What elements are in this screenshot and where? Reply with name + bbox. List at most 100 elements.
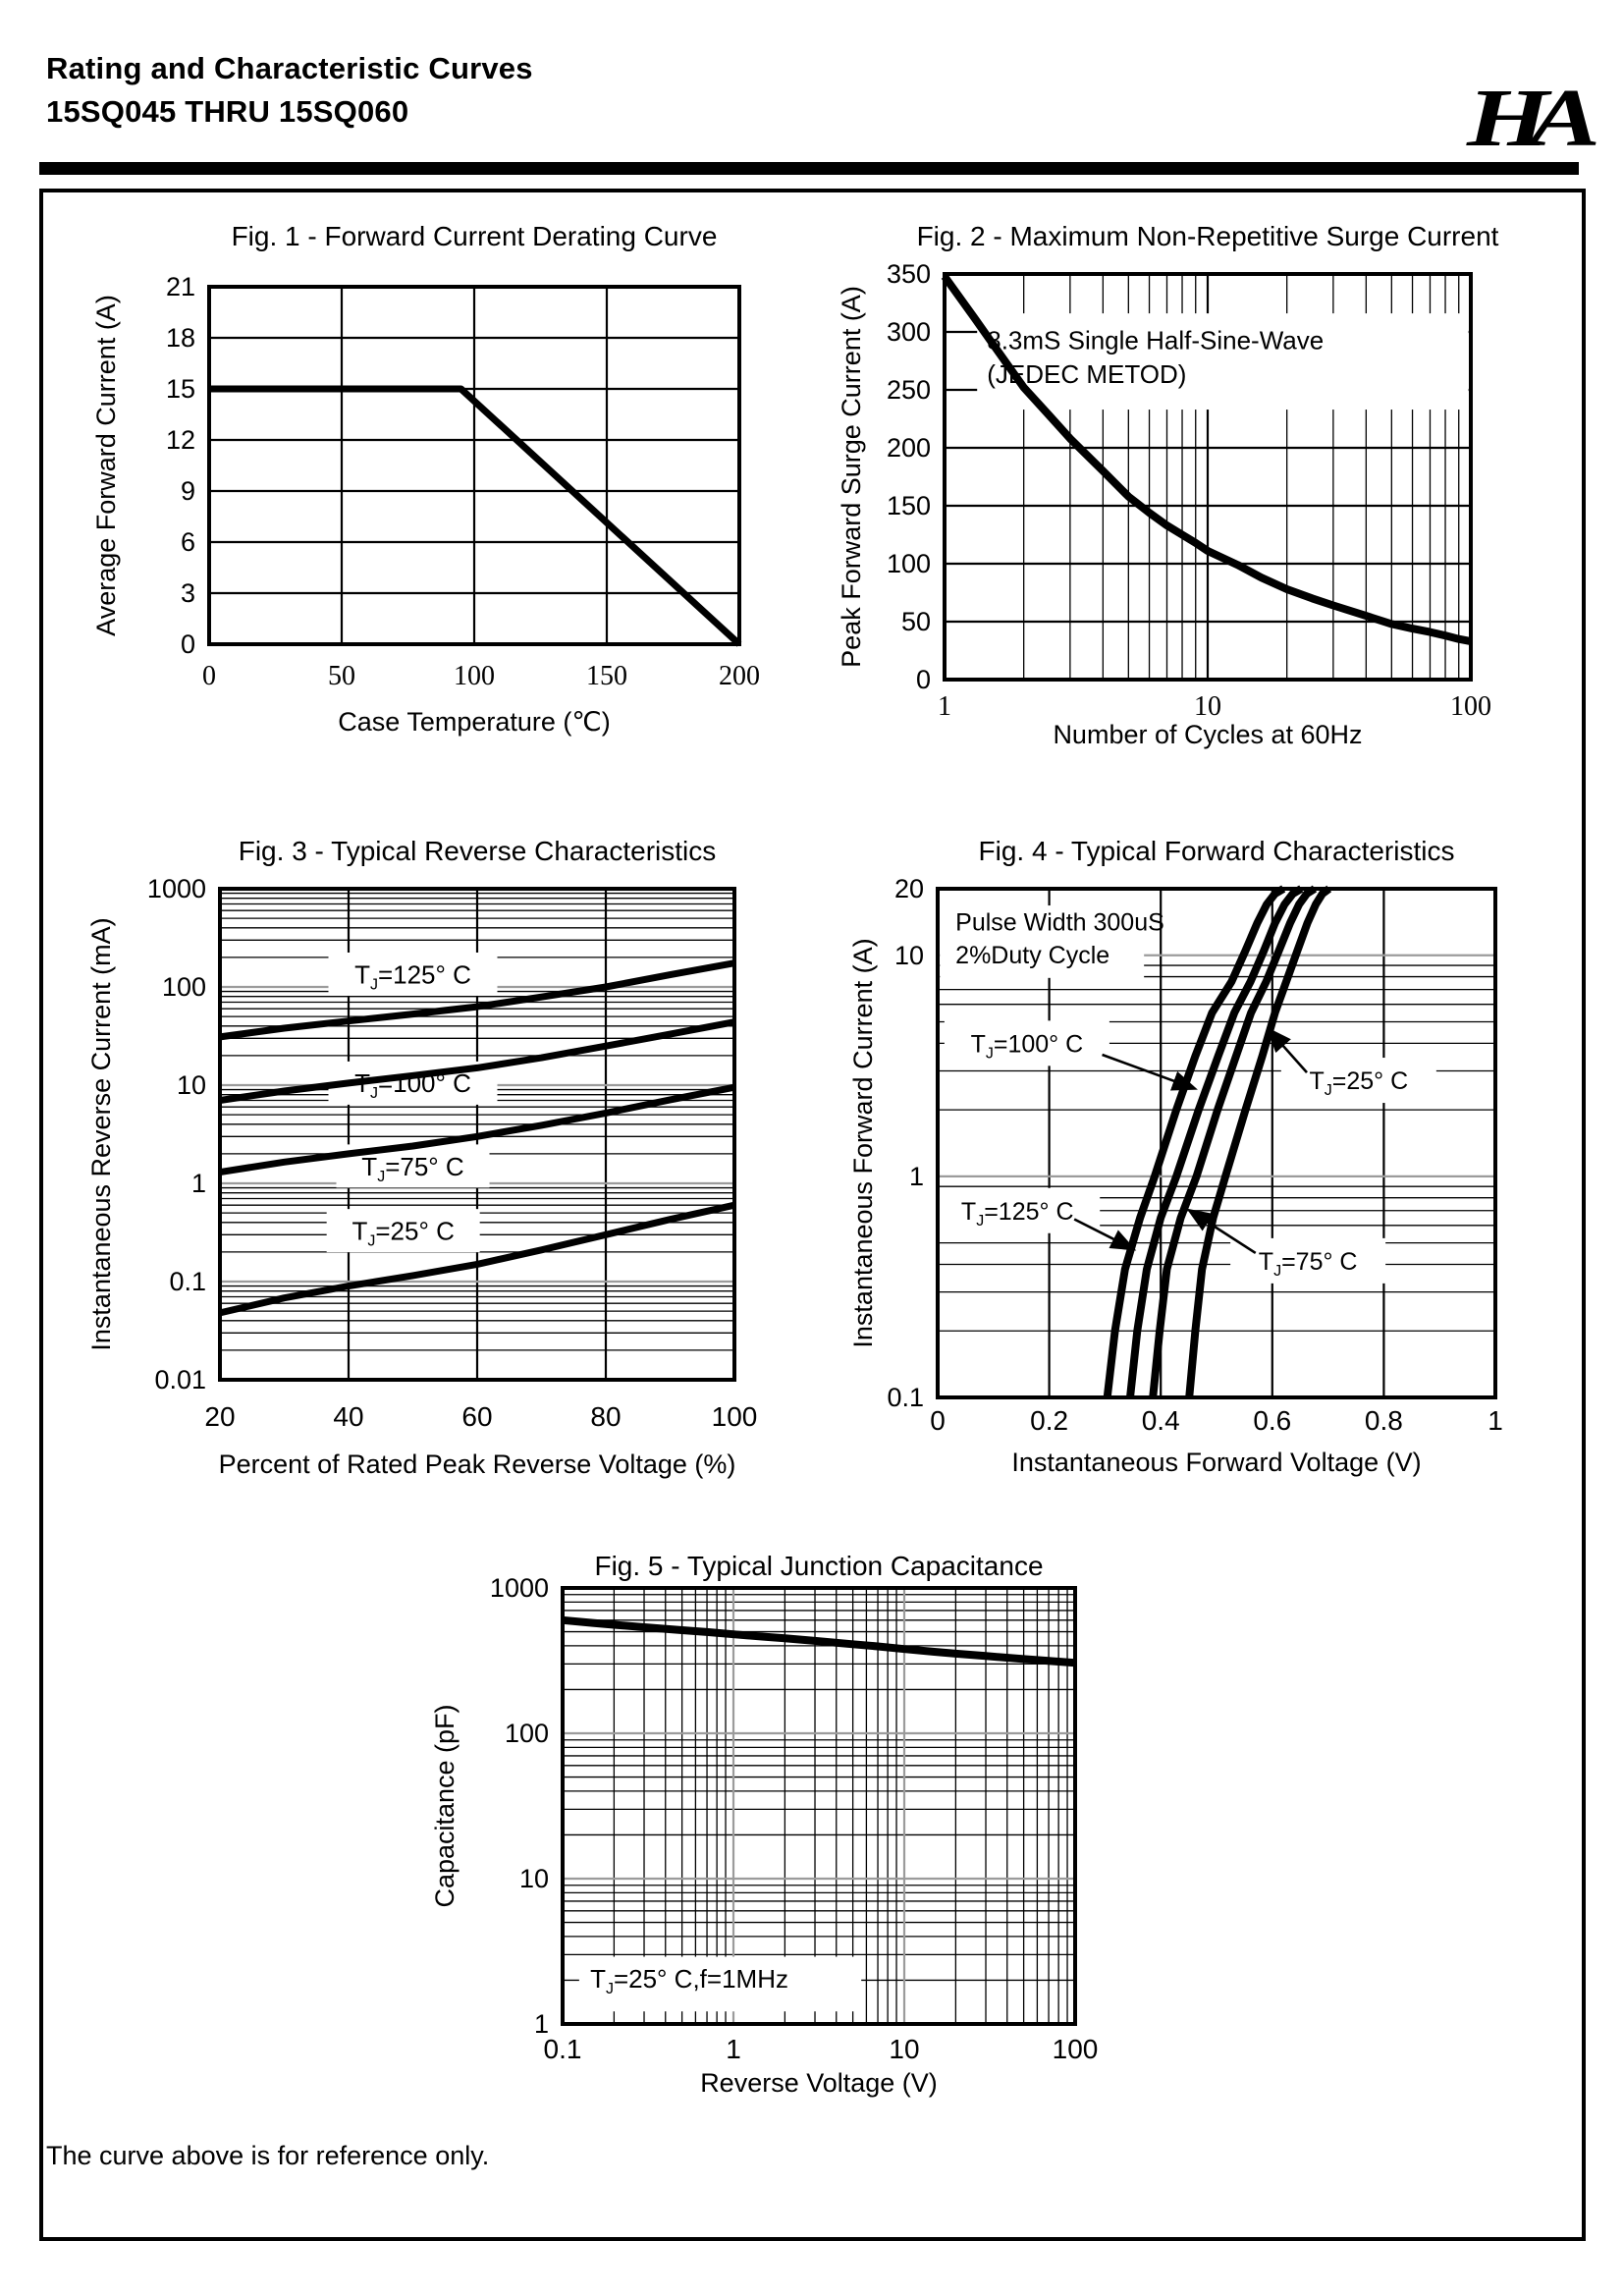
fig1-xtick: 200 — [719, 661, 760, 691]
fig1-xtick: 100 — [454, 661, 495, 691]
fig3-ytick: 1 — [191, 1169, 206, 1198]
fig5-annotation-box — [578, 1956, 862, 2012]
fig2-ytick: 50 — [901, 607, 931, 636]
fig3-title: Fig. 3 - Typical Reverse Characteristics — [239, 836, 717, 866]
reference-note: The curve above is for reference only. — [46, 2141, 490, 2170]
fig1-ylabel: Average Forward Current (A) — [91, 295, 121, 636]
fig2-annotation-text: 8.3mS Single Half-Sine-Wave — [987, 326, 1324, 355]
fig4-label-arrow — [1073, 1218, 1137, 1251]
fig4-annotation-box — [940, 905, 1145, 978]
fig4-ytick: 0.1 — [887, 1383, 924, 1412]
fig1-xlabel: Case Temperature (℃) — [338, 707, 610, 737]
fig2-title: Fig. 2 - Maximum Non-Repetitive Surge Cu… — [917, 221, 1499, 251]
fig2-ytick: 250 — [887, 375, 931, 405]
fig4-label-box — [1230, 1237, 1386, 1284]
fig1-series-forward-current-derating — [209, 385, 742, 647]
fig3-ylabel: Instantaneous Reverse Current (mA) — [86, 917, 116, 1350]
fig4-label-arrow — [1266, 1026, 1308, 1073]
fig1-xtick: 0 — [202, 661, 216, 691]
fig2-xtick: 1 — [938, 691, 951, 722]
fig3-ytick: 100 — [162, 972, 206, 1002]
fig1-ytick: 15 — [166, 374, 195, 404]
fig3-ytick: 10 — [177, 1070, 206, 1100]
fig3-curve-label: TJ=75° C — [361, 1152, 463, 1185]
fig1-ytick: 0 — [181, 629, 195, 659]
fig1-ytick: 3 — [181, 578, 195, 608]
fig4-curve-label: TJ=100° C — [971, 1030, 1084, 1062]
fig4-label-arrow — [1102, 1053, 1198, 1091]
fig5-xtick: 100 — [1053, 2034, 1099, 2064]
fig1-gridlines — [209, 287, 739, 644]
fig4-xtick: 0.2 — [1030, 1405, 1068, 1436]
fig2-xtick: 100 — [1450, 691, 1491, 722]
part-number-range: 15SQ045 THRU 15SQ060 — [46, 94, 409, 129]
fig3-plot-border — [218, 887, 736, 1382]
fig3-xtick: 40 — [333, 1401, 363, 1432]
fig5-chart: TJ=25° C,f=1MHz Fig. 5 - Typical Junction… — [430, 1551, 1098, 2098]
fig5-xlabel: Reverse Voltage (V) — [700, 2068, 938, 2098]
fig2-ytick: 300 — [887, 317, 931, 347]
fig2-xlabel: Number of Cycles at 60Hz — [1053, 720, 1362, 749]
fig3-curve-label: TJ=100° C — [354, 1068, 471, 1102]
fig2-ytick: 100 — [887, 549, 931, 578]
fig3-series-TJ=125C — [219, 959, 735, 1041]
fig4-xtick: 0.8 — [1365, 1405, 1403, 1436]
fig4-series-TJ=100C — [1126, 885, 1304, 1398]
fig4-ytick: 20 — [894, 874, 924, 903]
fig5-series-junction-capacitance — [562, 1615, 1076, 1667]
fig4-xtick: 0.6 — [1253, 1405, 1291, 1436]
fig4-label-box — [935, 1187, 1101, 1233]
fig3-xtick: 60 — [461, 1401, 492, 1432]
fig4-label-arrow — [1186, 1208, 1257, 1255]
fig4-xtick: 1 — [1488, 1405, 1503, 1436]
fig5-ytick: 100 — [505, 1719, 549, 1748]
fig4-curve-label: TJ=75° C — [1259, 1248, 1358, 1280]
fig2-plot-border — [943, 272, 1473, 682]
fig2-xtick: 10 — [1194, 691, 1221, 722]
fig3-xtick: 100 — [712, 1401, 758, 1432]
fig4-series-TJ=75C — [1149, 885, 1318, 1398]
fig3-series-TJ=100C — [219, 1018, 735, 1104]
fig5-ytick: 1 — [534, 2009, 549, 2039]
fig4-chart: Pulse Width 300uS 2%Duty Cycle TJ=100° C TJ… — [848, 836, 1503, 1477]
fig4-ylabel: Instantaneous Forward Current (A) — [848, 938, 878, 1347]
brand-logo: HA — [1466, 72, 1600, 164]
fig4-ytick: 10 — [894, 941, 924, 970]
fig4-annotation-text: Pulse Width 300uS — [955, 908, 1164, 936]
fig1-ytick: 21 — [166, 272, 195, 301]
fig5-xtick: 0.1 — [544, 2034, 582, 2064]
fig1-xtick: 50 — [328, 661, 355, 691]
fig4-annotation-text: 2%Duty Cycle — [955, 942, 1109, 969]
fig2-annotation-text: (JEDEC METOD) — [987, 359, 1186, 389]
fig5-title: Fig. 5 - Typical Junction Capacitance — [594, 1551, 1043, 1581]
fig3-ytick: 1000 — [147, 874, 206, 903]
fig5-plot-border — [561, 1586, 1077, 2026]
fig3-ytick: 0.01 — [154, 1365, 206, 1394]
fig3-curve-label: TJ=25° C — [352, 1217, 454, 1250]
fig4-xlabel: Instantaneous Forward Voltage (V) — [1011, 1448, 1421, 1477]
fig3-series-TJ=25C — [219, 1201, 735, 1317]
fig5-annotation-text: TJ=25° C,f=1MHz — [590, 1964, 788, 1997]
fig5-ytick: 10 — [519, 1864, 549, 1893]
fig4-xtick: 0 — [930, 1405, 946, 1436]
fig2-ytick: 150 — [887, 491, 931, 520]
fig5-ytick: 1000 — [490, 1573, 549, 1603]
fig3-label-box — [326, 1209, 480, 1253]
fig4-ytick: 1 — [909, 1162, 924, 1191]
fig3-chart: TJ=125° C TJ=100° C TJ=75° C TJ=25° C Fig. 3… — [86, 836, 757, 1479]
fig2-series-surge-current — [941, 274, 1472, 646]
fig5-xtick: 10 — [889, 2034, 919, 2064]
fig5-xtick: 1 — [726, 2034, 741, 2064]
fig4-curve-label: TJ=25° C — [1309, 1067, 1408, 1099]
fig1-ytick: 12 — [166, 425, 195, 455]
fig1-ytick: 9 — [181, 476, 195, 506]
fig1-ytick: 18 — [166, 323, 195, 353]
fig4-label-box — [944, 1020, 1109, 1066]
header-rule — [39, 162, 1579, 175]
fig2-ytick: 350 — [887, 259, 931, 289]
fig3-xtick: 20 — [204, 1401, 235, 1432]
fig2-annotation-box — [977, 313, 1469, 410]
fig4-xtick: 0.4 — [1142, 1405, 1180, 1436]
fig4-label-box — [1280, 1058, 1436, 1104]
